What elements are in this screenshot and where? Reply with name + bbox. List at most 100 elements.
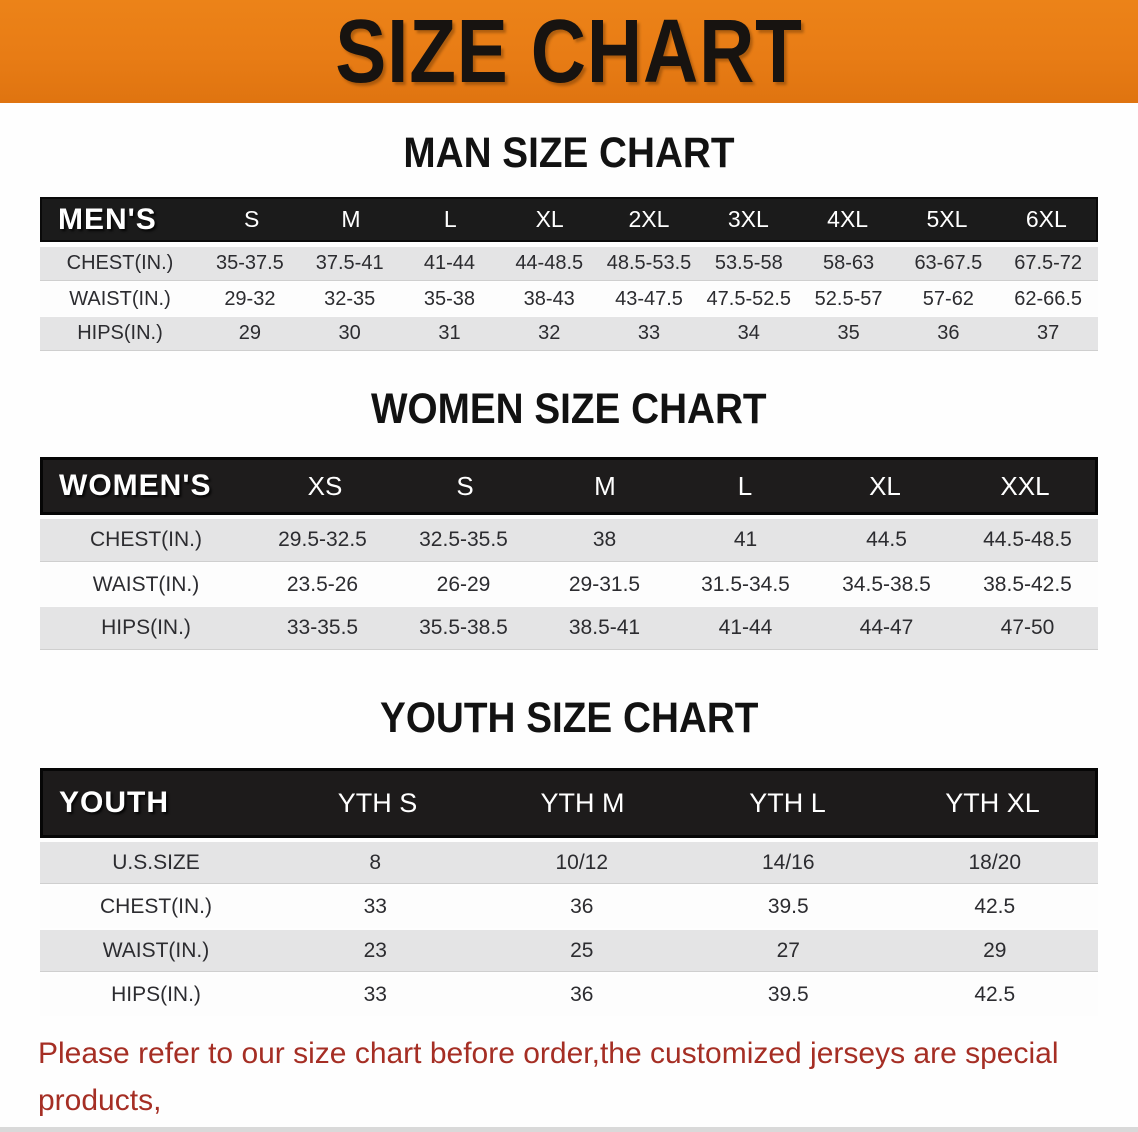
cell-value: 41 <box>733 528 758 551</box>
disclaimer-line-1: Please refer to our size chart before or… <box>38 1037 1059 1117</box>
cell-value: 36 <box>570 895 594 918</box>
cell-value: 29 <box>983 938 1007 962</box>
cell-value: 39.5 <box>767 895 809 918</box>
table-row: CHEST(IN.) 35-37.5 37.5-41 41-44 44-48.5 48.5… <box>40 247 1098 281</box>
table-row: U.S.SIZE 8 10/12 14/16 18/20 <box>40 842 1098 884</box>
cell-value: 62-66.5 <box>1014 287 1083 310</box>
cell-value: 44.5 <box>866 528 907 551</box>
column-header: 6XL <box>1025 206 1067 232</box>
men-table-header-row: MEN'S S M L XL 2XL 3XL 4XL 5XL 6XL <box>40 197 1098 242</box>
column-header: YTH L <box>749 787 826 818</box>
cell-value: 41-44 <box>718 616 773 639</box>
cell-value: 23 <box>363 938 387 962</box>
cell-value: 39.5 <box>767 983 809 1006</box>
column-header: 2XL <box>628 206 670 232</box>
cell-value: 31.5-34.5 <box>701 572 790 596</box>
cell-value: 33-35.5 <box>286 616 359 639</box>
cell-value: 35-38 <box>423 287 476 310</box>
cell-value: 29.5-32.5 <box>278 528 367 551</box>
column-header: XS <box>307 470 343 501</box>
column-header: L <box>443 206 457 232</box>
cell-value: 35 <box>837 322 860 344</box>
column-header: 5XL <box>926 206 968 232</box>
table-row: CHEST(IN.) 33 36 39.5 42.5 <box>40 886 1098 928</box>
cell-value: 29-32 <box>224 287 276 310</box>
cell-value: 36 <box>570 983 594 1006</box>
cell-value: 33 <box>637 322 661 344</box>
row-label: CHEST(IN.) <box>66 252 174 274</box>
column-header: 4XL <box>827 206 869 232</box>
column-header: XXL <box>1000 470 1050 501</box>
table-row: HIPS(IN.) 29 30 31 32 33 34 35 36 37 <box>40 317 1098 351</box>
column-header: S <box>243 206 260 232</box>
table-row: WAIST(IN.) 23 25 27 29 <box>40 930 1098 972</box>
cell-value: 26-29 <box>436 572 491 596</box>
disclaimer-text: Please refer to our size chart before or… <box>0 1030 1138 1132</box>
women-table-header-row: WOMEN'S XS S M L XL XXL <box>40 457 1098 515</box>
cell-value: 27 <box>776 938 800 962</box>
cell-value: 34.5-38.5 <box>842 572 931 596</box>
cell-value: 14/16 <box>761 850 815 874</box>
cell-value: 38.5-42.5 <box>983 572 1072 596</box>
row-label: CHEST(IN.) <box>100 895 212 918</box>
cell-value: 47.5-52.5 <box>706 287 792 310</box>
banner-title: SIZE CHART <box>335 1 803 102</box>
cell-value: 43-47.5 <box>615 287 683 310</box>
men-table-header-label: MEN'S <box>58 202 157 236</box>
column-header: YTH M <box>540 787 625 818</box>
column-header: L <box>737 470 753 501</box>
row-label: HIPS(IN.) <box>77 322 163 344</box>
table-row: WAIST(IN.) 23.5-26 26-29 29-31.5 31.5-34.5 34… <box>40 563 1098 606</box>
cell-value: 42.5 <box>974 895 1016 918</box>
man-section-heading: MAN SIZE CHART <box>403 129 735 177</box>
row-label: HIPS(IN.) <box>111 983 201 1006</box>
row-label: WAIST(IN.) <box>102 938 210 962</box>
cell-value: 25 <box>570 938 594 962</box>
women-size-table: WOMEN'S XS S M L XL XXL CHEST(IN.) 29.5-32.5 32… <box>40 457 1098 650</box>
cell-value: 48.5-53.5 <box>606 252 692 274</box>
table-row: HIPS(IN.) 33-35.5 35.5-38.5 38.5-41 41-44 44-… <box>40 607 1098 650</box>
column-header: M <box>594 470 616 501</box>
cell-value: 38 <box>592 528 617 551</box>
women-section-heading: WOMEN SIZE CHART <box>371 385 767 433</box>
cell-value: 8 <box>369 850 382 874</box>
cell-value: 33 <box>363 895 387 918</box>
column-header: XL <box>535 206 564 232</box>
cell-value: 30 <box>338 322 361 344</box>
row-label: CHEST(IN.) <box>90 528 202 551</box>
cell-value: 34 <box>737 322 760 344</box>
table-row: WAIST(IN.) 29-32 32-35 35-38 38-43 43-47.5 47.… <box>40 282 1098 316</box>
cell-value: 32-35 <box>324 287 376 310</box>
cell-value: 67.5-72 <box>1014 252 1083 274</box>
row-label: WAIST(IN.) <box>92 572 200 596</box>
table-row: CHEST(IN.) 29.5-32.5 32.5-35.5 38 41 44.5 44.5… <box>40 519 1098 562</box>
cell-value: 44-47 <box>859 616 914 639</box>
cell-value: 53.5-58 <box>714 252 783 274</box>
cell-value: 38-43 <box>523 287 575 310</box>
cell-value: 37 <box>1037 322 1060 344</box>
cell-value: 35-37.5 <box>215 252 284 274</box>
row-label: WAIST(IN.) <box>69 287 171 310</box>
cell-value: 44-48.5 <box>515 252 584 274</box>
cell-value: 42.5 <box>974 983 1016 1006</box>
cell-value: 52.5-57 <box>814 287 883 310</box>
youth-section-heading: YOUTH SIZE CHART <box>379 694 759 742</box>
cell-value: 38.5-41 <box>568 616 641 639</box>
cell-value: 29-31.5 <box>568 572 641 596</box>
cell-value: 18/20 <box>968 850 1022 874</box>
cell-value: 35.5-38.5 <box>419 616 508 639</box>
column-header: YTH S <box>337 787 418 818</box>
banner: SIZE CHART <box>0 0 1138 103</box>
cell-value: 44.5-48.5 <box>983 528 1072 551</box>
cell-value: 29 <box>238 322 262 344</box>
cell-value: 63-67.5 <box>914 252 983 274</box>
cell-value: 23.5-26 <box>286 572 359 596</box>
men-size-table: MEN'S S M L XL 2XL 3XL 4XL 5XL 6XL CHEST(IN.) 35-… <box>40 197 1098 351</box>
column-header: XL <box>869 470 901 501</box>
bottom-edge-strip <box>0 1127 1138 1132</box>
cell-value: 33 <box>363 983 387 1006</box>
column-header: YTH XL <box>945 787 1040 818</box>
youth-table-header-row: YOUTH YTH S YTH M YTH L YTH XL <box>40 768 1098 838</box>
column-header: 3XL <box>727 206 769 232</box>
